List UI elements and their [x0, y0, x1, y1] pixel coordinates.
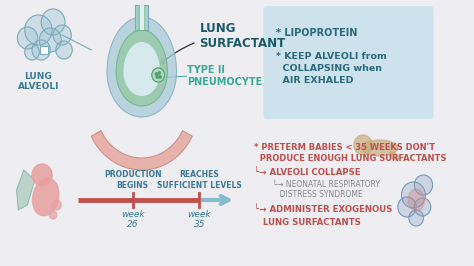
- Ellipse shape: [33, 178, 59, 216]
- Text: * KEEP ALVEOLI from
  COLLAPSING when
  AIR EXHALED: * KEEP ALVEOLI from COLLAPSING when AIR …: [276, 52, 387, 85]
- Text: LUNG SURFACTANTS: LUNG SURFACTANTS: [254, 218, 361, 227]
- Bar: [138, 5, 146, 30]
- Bar: [136, 5, 148, 30]
- Text: TYPE II
PNEUMOCYTE: TYPE II PNEUMOCYTE: [188, 65, 263, 87]
- Circle shape: [18, 27, 37, 49]
- Circle shape: [56, 41, 72, 59]
- Circle shape: [41, 9, 65, 35]
- Text: week
35: week 35: [188, 210, 211, 229]
- Circle shape: [49, 211, 57, 219]
- Text: DISTRESS SYNDROME: DISTRESS SYNDROME: [264, 190, 363, 199]
- Text: PRODUCE ENOUGH LUNG SURFACTANTS: PRODUCE ENOUGH LUNG SURFACTANTS: [254, 154, 447, 163]
- Polygon shape: [123, 42, 160, 96]
- Circle shape: [155, 73, 157, 75]
- Circle shape: [414, 198, 431, 216]
- Polygon shape: [17, 170, 35, 210]
- Circle shape: [32, 164, 52, 186]
- Ellipse shape: [389, 152, 399, 160]
- Polygon shape: [107, 17, 176, 117]
- Circle shape: [25, 44, 39, 60]
- Circle shape: [159, 76, 161, 78]
- Circle shape: [354, 135, 372, 155]
- Circle shape: [52, 200, 61, 210]
- Text: └→ ALVEOLI COLLAPSE: └→ ALVEOLI COLLAPSE: [254, 168, 361, 177]
- Circle shape: [53, 25, 72, 45]
- Circle shape: [152, 68, 164, 82]
- Circle shape: [25, 15, 52, 45]
- Ellipse shape: [361, 140, 398, 156]
- Text: REACHES
SUFFICIENT LEVELS: REACHES SUFFICIENT LEVELS: [157, 170, 242, 190]
- Text: └→ NEONATAL RESPIRATORY: └→ NEONATAL RESPIRATORY: [264, 180, 381, 189]
- Bar: [140, 5, 144, 30]
- Ellipse shape: [408, 189, 424, 211]
- Bar: [40, 46, 48, 54]
- Text: PRODUCTION
BEGINS: PRODUCTION BEGINS: [104, 170, 162, 190]
- Text: * PRETERM BABIES < 35 WEEKS DON'T: * PRETERM BABIES < 35 WEEKS DON'T: [254, 143, 435, 152]
- Circle shape: [398, 197, 416, 217]
- Circle shape: [414, 175, 433, 195]
- Text: LUNG
ALVEOLI: LUNG ALVEOLI: [18, 72, 59, 92]
- Text: └→ ADMINISTER EXOGENOUS: └→ ADMINISTER EXOGENOUS: [254, 205, 392, 214]
- Polygon shape: [91, 131, 192, 170]
- Text: week
26: week 26: [121, 210, 145, 229]
- Text: * LIPOPROTEIN: * LIPOPROTEIN: [276, 28, 357, 38]
- Circle shape: [158, 72, 160, 74]
- FancyBboxPatch shape: [264, 6, 434, 119]
- Circle shape: [32, 40, 50, 60]
- Polygon shape: [116, 30, 167, 106]
- Text: LUNG
SURFACTANT: LUNG SURFACTANT: [200, 22, 286, 50]
- Circle shape: [156, 76, 158, 78]
- Circle shape: [409, 210, 423, 226]
- Circle shape: [39, 28, 61, 52]
- Circle shape: [401, 182, 425, 208]
